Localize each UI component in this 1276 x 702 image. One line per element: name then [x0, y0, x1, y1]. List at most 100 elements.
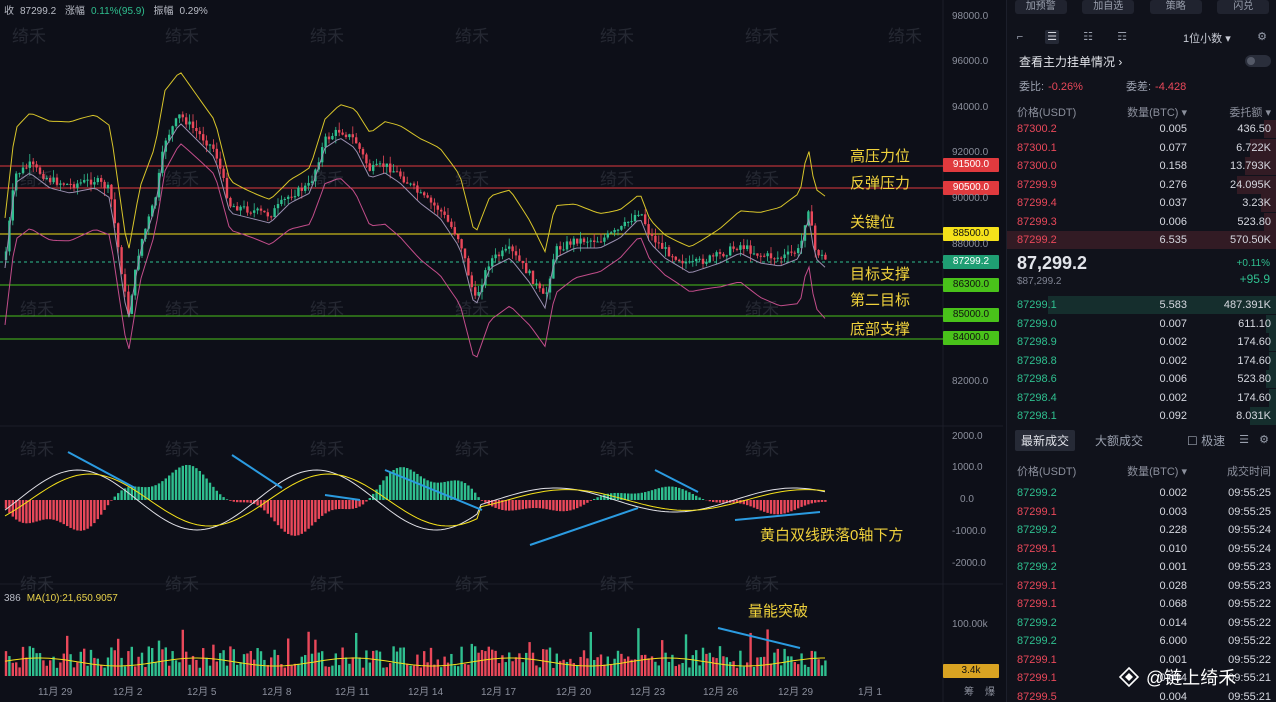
macd-bar	[453, 480, 456, 500]
volume-bar	[484, 651, 487, 676]
swap-button[interactable]: 闪兑	[1217, 0, 1270, 14]
macd-bar	[752, 500, 756, 508]
trade-header-qty[interactable]: 数量(BTC) ▾	[1127, 466, 1187, 478]
bid-amount: 174.60	[1237, 336, 1271, 348]
chevron-down-icon: ▾	[1225, 33, 1231, 45]
candle-body	[72, 184, 76, 188]
chart-area[interactable]: 收 87299.2 涨幅 0.11%(95.9) 振幅 0.29% 386 MA(10)…	[0, 0, 1003, 702]
candle-body	[443, 211, 446, 215]
bid-row[interactable]: 87299.1 5.583 487.391K	[1007, 296, 1276, 314]
tab-latest-trades[interactable]: 最新成交	[1015, 430, 1076, 451]
depth-bar	[1250, 407, 1276, 425]
settings-gear-icon[interactable]: ⚙	[1257, 31, 1267, 43]
bid-amount: 523.80	[1237, 373, 1271, 385]
candle-body	[49, 177, 52, 183]
macd-bar	[161, 481, 164, 500]
both-sides-icon[interactable]: ☰	[1045, 30, 1059, 44]
volume-bar	[134, 666, 137, 676]
macd-bar	[134, 486, 137, 500]
candle-body	[752, 253, 756, 255]
volume-bar	[157, 640, 161, 676]
macd-bar	[773, 500, 776, 515]
bid-row[interactable]: 87298.8 0.002 174.60	[1007, 351, 1276, 370]
candle-body	[531, 270, 535, 284]
depth-bar	[1047, 296, 1276, 314]
volume-bar	[759, 657, 762, 676]
bid-price: 87299.1	[1017, 299, 1057, 311]
macd-bar	[627, 493, 630, 500]
candle-body	[504, 248, 507, 251]
add-watchlist-button[interactable]: 加自选	[1082, 0, 1135, 14]
bid-row[interactable]: 87298.1 0.092 8.031K	[1007, 407, 1276, 425]
bids-only-icon[interactable]: ☷	[1083, 31, 1093, 43]
ob-header-amount[interactable]: 委托额 ▾	[1229, 107, 1271, 119]
volume-bar	[100, 664, 103, 676]
candle-body	[514, 251, 518, 256]
bid-row[interactable]: 87298.6 0.006 523.80	[1007, 370, 1276, 388]
fast-mode-checkbox[interactable]: ☐ 极速	[1187, 434, 1226, 448]
volume-bar	[654, 661, 657, 676]
candle-body	[96, 178, 99, 183]
volume-bar	[314, 639, 317, 676]
liquidation-button[interactable]: 爆	[985, 687, 995, 698]
trend-arrow	[231, 454, 283, 489]
candle-body	[477, 292, 480, 296]
candle-body	[548, 278, 552, 293]
volume-bar	[222, 650, 225, 676]
volume-bar	[453, 665, 456, 676]
macd-bar	[11, 500, 14, 517]
ask-row[interactable]: 87299.3 0.006 523.80	[1007, 212, 1276, 231]
ask-row[interactable]: 87299.2 6.535 570.50K	[1007, 231, 1276, 249]
ask-row[interactable]: 87299.9 0.276 24.095K	[1007, 175, 1276, 194]
filter-icon[interactable]: ☰	[1239, 434, 1249, 446]
macd-bar	[504, 500, 507, 511]
volume-bar	[735, 667, 739, 676]
volume-bar	[358, 657, 361, 676]
volume-bar	[375, 650, 378, 676]
volume-bar	[440, 667, 443, 676]
settings-icon[interactable]: ⚙	[1259, 434, 1269, 446]
trade-qty: 0.028	[1159, 579, 1187, 592]
ask-row[interactable]: 87300.1 0.077 6.722K	[1007, 138, 1276, 157]
macd-bar	[406, 468, 409, 500]
decimal-select[interactable]: 1位小数 ▾	[1183, 30, 1231, 46]
candle-body	[290, 196, 293, 198]
bid-row[interactable]: 87298.9 0.002 174.60	[1007, 333, 1276, 351]
volume-bar	[742, 666, 745, 676]
volume-bar	[290, 665, 293, 676]
macd-bar	[355, 500, 358, 509]
volume-bar	[69, 654, 72, 676]
bid-row[interactable]: 87298.4 0.002 174.60	[1007, 388, 1276, 407]
trade-row: 87299.2 6.000 09:55:22	[1007, 632, 1276, 650]
trade-time: 09:55:22	[1228, 635, 1271, 647]
add-alert-button[interactable]: 加预警	[1014, 0, 1067, 14]
candle-body	[508, 246, 511, 249]
main-orders-toggle[interactable]	[1245, 55, 1271, 67]
macd-bar	[474, 492, 477, 500]
macd-tick-neg2000: -2000.0	[952, 558, 986, 569]
candle-body	[239, 206, 242, 211]
y-tick-98000: 98000.0	[952, 11, 989, 22]
volume-bar	[266, 665, 269, 676]
asks-only-icon[interactable]: ☶	[1117, 31, 1127, 43]
chip-distribution-button[interactable]: 筹	[964, 687, 974, 698]
candle-body	[355, 137, 358, 144]
candle-body	[100, 178, 103, 182]
candle-body	[763, 255, 766, 257]
candlestick-chart[interactable]	[0, 0, 1003, 702]
candle-body	[715, 252, 718, 257]
ask-row[interactable]: 87299.4 0.037 3.23K	[1007, 194, 1276, 212]
ask-row[interactable]: 87300.0 0.158 13.793K	[1007, 157, 1276, 175]
macd-bar	[229, 500, 232, 501]
candle-body	[348, 134, 351, 138]
tab-large-trades[interactable]: 大额成交	[1095, 434, 1144, 448]
main-orders-title[interactable]: 查看主力挂单情况 ›	[1019, 53, 1276, 70]
candle-body	[610, 232, 613, 234]
strategy-button[interactable]: 策略	[1149, 0, 1202, 14]
ask-row[interactable]: 87300.2 0.005 436.50	[1007, 120, 1276, 138]
undock-icon[interactable]: ⌐	[1016, 31, 1024, 43]
trade-row: 87299.2 0.228 09:55:24	[1007, 521, 1276, 539]
volume-bar	[538, 667, 541, 676]
bid-row[interactable]: 87299.0 0.007 611.10	[1007, 314, 1276, 333]
ob-header-qty[interactable]: 数量(BTC) ▾	[1127, 107, 1187, 119]
